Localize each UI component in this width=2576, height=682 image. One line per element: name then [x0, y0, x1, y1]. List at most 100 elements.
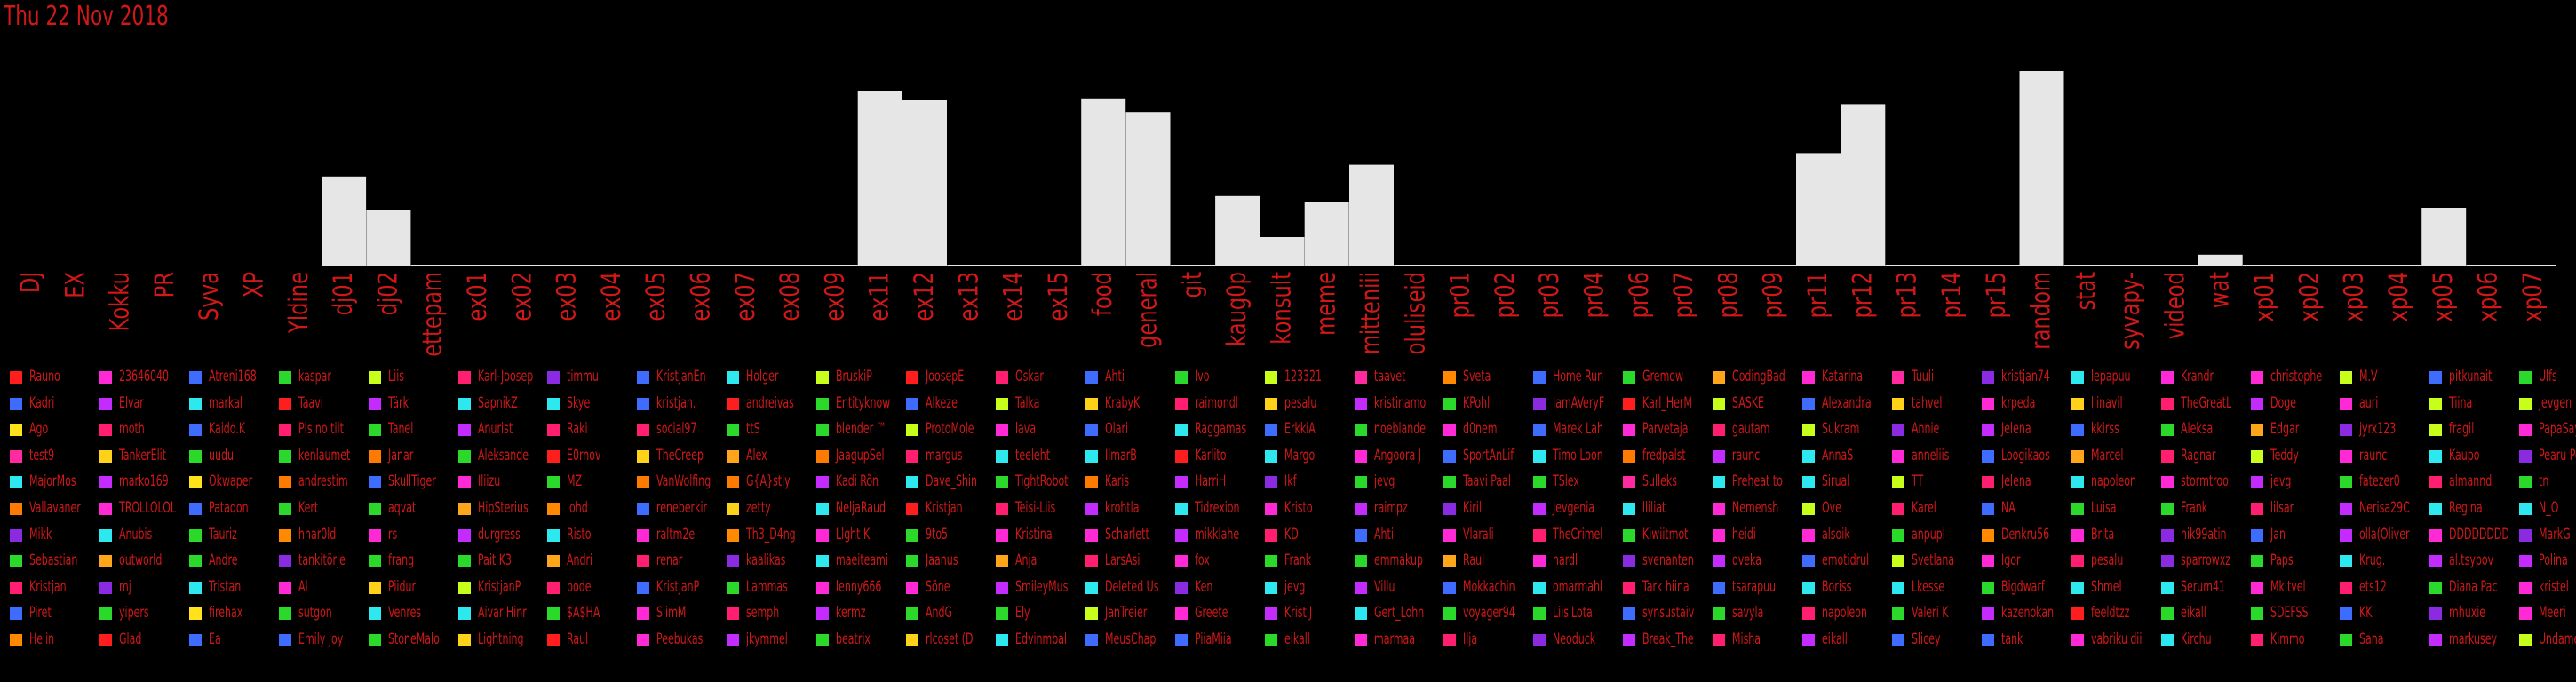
legend-item: Preheat to: [1703, 472, 1792, 491]
legend-item: eikall: [2151, 604, 2240, 623]
legend-item: rlcoset (D: [896, 630, 985, 649]
legend-item: fatezer0: [2330, 472, 2419, 491]
category-label: xp05: [2429, 272, 2459, 322]
legend-label: Venres: [387, 604, 421, 623]
legend-swatch: [188, 371, 202, 384]
legend-label: gautam: [1732, 420, 1770, 439]
legend-item: Liis: [359, 368, 448, 386]
legend-swatch: [2250, 528, 2263, 542]
legend-label: moth: [118, 420, 145, 439]
legend-label: Parvetaja: [1642, 420, 1689, 439]
legend-label: andrestim: [298, 472, 348, 491]
bar-chart: DJ EX Kokku PR Syva XP Yldine dj01 dj02 ettepam ex…: [16, 71, 2556, 357]
legend-item: jevg: [2241, 472, 2330, 491]
legend-label: Krug.: [2359, 551, 2386, 570]
legend-swatch: [1623, 476, 1636, 489]
legend-label: Villu: [1373, 577, 1395, 596]
legend-item: raltm2e: [627, 526, 716, 544]
legend-swatch: [816, 397, 830, 410]
legend-label: napoleon: [2090, 472, 2136, 491]
legend-item: SmileyMus: [986, 578, 1075, 597]
legend-item: Lkesse: [1882, 578, 1971, 597]
legend-label: Pait K3: [477, 551, 512, 570]
category-label: ex05: [642, 272, 672, 321]
legend-swatch: [727, 555, 740, 568]
legend-label: stormtroo: [2180, 472, 2229, 491]
bar-dj01: [322, 176, 367, 266]
legend-label: Lightning: [477, 630, 524, 648]
legend-swatch: [368, 424, 381, 437]
legend-label: Alkeze: [926, 393, 958, 412]
legend-item: Gremow: [1613, 368, 1702, 386]
legend-swatch: [547, 476, 561, 489]
legend-swatch: [99, 424, 112, 437]
legend-label: alsoik: [1822, 525, 1850, 543]
legend-item: KrabyK: [1076, 394, 1165, 413]
legend-swatch: [1085, 528, 1098, 542]
legend-item: Anubis: [90, 526, 179, 544]
legend-swatch: [2250, 607, 2263, 621]
bars-group: [322, 71, 2467, 267]
legend-item: Sana: [2330, 630, 2419, 649]
legend-label: tahvel: [1911, 393, 1943, 412]
legend-swatch: [1713, 424, 1726, 437]
legend-item: Talka: [986, 394, 1075, 413]
legend-swatch: [1085, 397, 1098, 410]
legend-item: Mkitvel: [2241, 578, 2330, 597]
legend-label: Atreni168: [208, 368, 257, 385]
legend-swatch: [188, 476, 202, 489]
legend-swatch: [457, 607, 471, 621]
legend-item: vabriku dii: [2062, 630, 2151, 649]
legend-item: firehax: [179, 604, 268, 623]
legend-swatch: [1174, 634, 1188, 646]
legend-swatch: [368, 503, 381, 515]
legend-swatch: [2340, 607, 2353, 621]
legend-swatch: [2071, 555, 2084, 568]
legend-label: LarsAsi: [1104, 551, 1141, 570]
legend-swatch: [1533, 424, 1546, 437]
legend-label: Katarina: [1822, 368, 1864, 385]
legend-item: TSlex: [1523, 472, 1612, 491]
legend-swatch: [2071, 424, 2084, 437]
legend-label: Edvinmbal: [1014, 630, 1067, 648]
legend-swatch: [1264, 449, 1277, 463]
legend-item: Sebastian: [0, 551, 89, 570]
legend-item: mj: [90, 578, 179, 597]
legend-item: jevg: [1255, 578, 1344, 597]
legend-item: sutgon: [269, 604, 358, 623]
legend-label: feeldtzz: [2090, 604, 2130, 623]
legend-swatch: [1802, 397, 1815, 410]
bar-pr11: [1796, 153, 1841, 266]
legend-label: tsarapuu: [1732, 577, 1777, 596]
legend-label: Tark hiina: [1642, 577, 1690, 596]
legend-label: Denkru56: [2000, 525, 2049, 543]
legend-swatch: [906, 581, 918, 594]
legend-swatch: [2250, 555, 2263, 568]
legend-label: Mkitvel: [2270, 577, 2306, 596]
legend-label: reneberkir: [656, 499, 708, 517]
legend-label: Break_The: [1642, 630, 1694, 648]
legend-swatch: [2250, 634, 2263, 646]
legend-swatch: [2250, 397, 2263, 410]
legend-label: 9to5: [926, 525, 949, 543]
legend-label: Ove: [1822, 499, 1841, 517]
legend-label: IamAVeryF: [1553, 393, 1605, 412]
legend-swatch: [1981, 397, 1994, 410]
legend-item: auri: [2330, 394, 2419, 413]
legend-item: MeusChap: [1076, 630, 1165, 649]
legend-label: Sana: [2359, 630, 2384, 648]
legend-label: markusey: [2449, 630, 2498, 648]
category-label: kaug0p: [1222, 272, 1252, 346]
legend-item: krohtla: [1076, 499, 1165, 518]
legend-swatch: [188, 555, 202, 568]
legend-item: $A$HA: [537, 604, 626, 623]
legend-label: SDEFSS: [2270, 604, 2309, 623]
bar-wat: [2198, 254, 2243, 266]
legend-label: Tiina: [2449, 393, 2473, 412]
legend-swatch: [1802, 581, 1815, 594]
category-label: ex07: [731, 272, 760, 321]
legend-item: Jan: [2241, 526, 2330, 544]
legend-label: JoosepE: [926, 368, 965, 385]
legend-item: pesalu: [1255, 394, 1344, 413]
legend-label: KristjanP: [477, 577, 521, 596]
